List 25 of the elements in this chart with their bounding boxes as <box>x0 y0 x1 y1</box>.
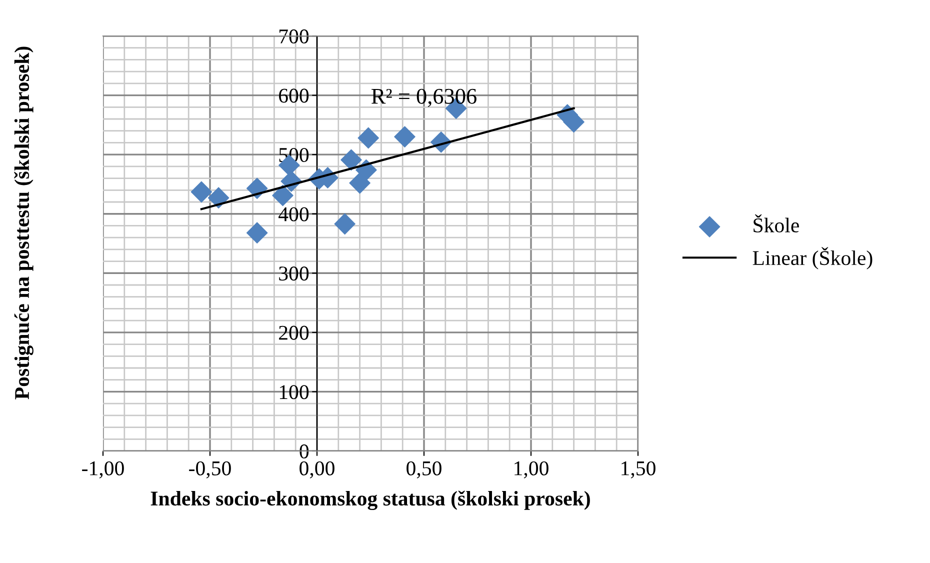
y-tick-label: 400 <box>278 207 309 222</box>
x-axis-title: Indeks socio-ekonomskog statusa (školski prosek) <box>150 490 590 510</box>
point <box>340 149 362 171</box>
y-tick-label: 200 <box>279 326 309 340</box>
point <box>208 187 230 208</box>
x-tick-label: -1,00 <box>82 461 124 478</box>
point <box>246 222 268 244</box>
x-tick-label: 1,00 <box>514 461 548 478</box>
legend-label: Škole <box>754 214 799 232</box>
x-tick-label: 0,00 <box>300 461 334 478</box>
y-tick-label: 100 <box>280 385 309 400</box>
annotation: R² = 0,6306 <box>372 88 476 108</box>
x-tick-label: 0,50 <box>406 461 442 478</box>
point <box>358 127 380 149</box>
point <box>334 213 356 235</box>
legend-label: Linear (Škole) <box>752 247 872 270</box>
y-axis-title: Postignuće na posttestu (školski prosek) <box>14 46 34 400</box>
y-tick-label: 300 <box>279 266 309 281</box>
point <box>190 181 212 203</box>
x-tick-label: 1,50 <box>622 461 656 478</box>
y-tick-label: 600 <box>279 88 309 103</box>
point <box>349 172 370 194</box>
point <box>394 126 416 148</box>
point <box>272 184 294 206</box>
x-tick-label: -0,50 <box>189 461 231 478</box>
